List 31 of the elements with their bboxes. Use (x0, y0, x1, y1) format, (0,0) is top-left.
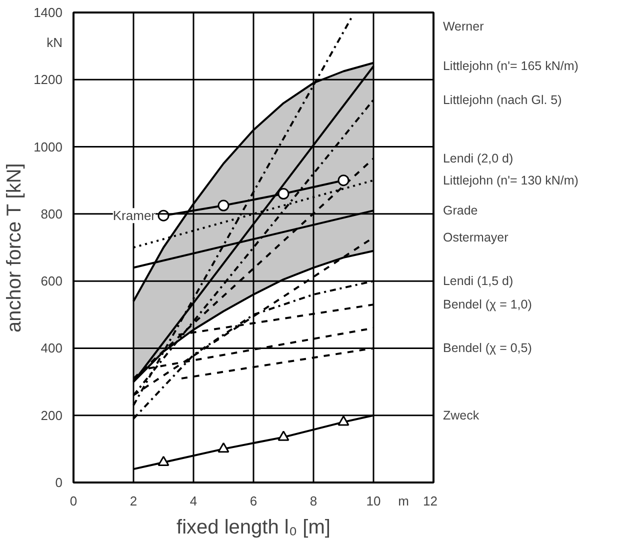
y-tick-label: 0 (55, 475, 63, 490)
text: Ostermayer (442, 230, 508, 244)
x-tick-label: m (398, 494, 409, 508)
x-tick-label: 2 (130, 494, 138, 508)
x-axis-title: fixed length l₀ [m] (176, 516, 330, 538)
text: Zweck (442, 408, 480, 422)
annotation: Kramer (112, 208, 156, 224)
text: Littlejohn (n'= 130 kN/m) (442, 173, 578, 188)
text: Lendi (2,0 d) (442, 152, 514, 166)
x-tick-label: 10 (366, 494, 381, 508)
y-tick-label: 800 (40, 206, 63, 222)
y-axis-title: anchor force T [kN] (4, 163, 26, 333)
text: Bendel (χ = 1,0) (442, 298, 532, 312)
x-tick-label: 4 (190, 494, 198, 508)
x-tick-label: 8 (310, 494, 318, 508)
x-tick-label: 0 (70, 494, 78, 508)
y-tick-label: 1000 (34, 139, 62, 154)
x-tick-label: 12 (423, 494, 438, 508)
y-tick-label: kN (46, 35, 62, 50)
text: Bendel (χ = 0,5) (442, 341, 532, 356)
text: Littlejohn (n'= 165 kN/m) (442, 59, 578, 74)
y-tick-label: 1400 (34, 5, 62, 20)
y-tick-label: 600 (40, 274, 63, 289)
text: Grade (442, 204, 478, 218)
y-tick-label: 1200 (34, 72, 62, 88)
y-tick-label: 400 (40, 340, 63, 356)
text: Werner (442, 20, 484, 34)
x-tick-label: 6 (250, 494, 258, 508)
text: Lendi (1,5 d) (442, 274, 514, 288)
text: Littlejohn (nach Gl. 5) (442, 92, 562, 107)
y-tick-label: 200 (40, 408, 63, 423)
